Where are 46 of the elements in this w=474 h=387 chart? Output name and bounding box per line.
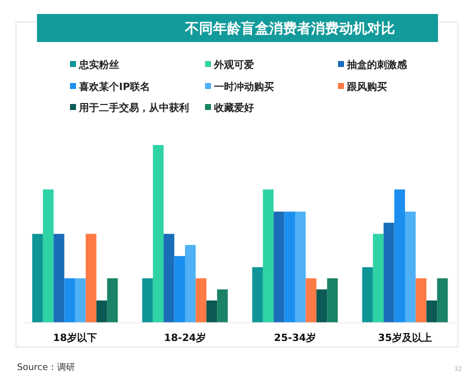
bar xyxy=(416,278,426,323)
x-tick-label: 35岁及以上 xyxy=(378,332,432,344)
bar xyxy=(196,278,206,323)
bar xyxy=(152,145,164,323)
legend-label: 忠实粉丝 xyxy=(78,59,119,71)
bar xyxy=(437,278,448,323)
bar xyxy=(54,234,64,323)
bar xyxy=(217,289,228,323)
bar xyxy=(174,256,185,323)
bar xyxy=(206,300,218,323)
legend-label: 外观可爱 xyxy=(213,59,254,71)
bar xyxy=(384,222,394,323)
bar xyxy=(284,212,295,323)
bar xyxy=(142,278,153,323)
bar xyxy=(295,212,306,323)
x-tick-label: 18岁以下 xyxy=(53,332,97,344)
chart-title: 不同年龄盲盒消费者消费动机对比 xyxy=(184,20,395,37)
legend-label: 用于二手交易，从中获利 xyxy=(78,102,189,114)
bar xyxy=(252,267,263,323)
bar xyxy=(362,267,373,323)
x-tick-label: 25-34岁 xyxy=(274,332,316,344)
legend-label: 一时冲动购买 xyxy=(214,81,274,93)
bar xyxy=(274,212,284,323)
bar xyxy=(32,234,43,323)
bar xyxy=(75,278,86,323)
bar xyxy=(405,212,416,323)
bar xyxy=(327,278,338,323)
bar xyxy=(426,300,438,323)
bar xyxy=(306,278,316,323)
bar xyxy=(96,300,108,323)
bar xyxy=(42,189,54,323)
bar xyxy=(107,278,118,323)
bar xyxy=(64,278,75,323)
legend-label: 喜欢某个IP联名 xyxy=(78,81,150,93)
bar xyxy=(86,234,96,323)
legend-label: 收藏爱好 xyxy=(214,102,254,114)
bar xyxy=(185,244,196,323)
legend-label: 抽盒的刺激感 xyxy=(346,59,408,71)
legend-label: 跟风购买 xyxy=(346,81,387,93)
bar xyxy=(262,189,274,323)
source-note: Source：调研 xyxy=(17,362,75,373)
bar xyxy=(316,289,328,323)
bar xyxy=(394,189,405,323)
bar xyxy=(372,234,384,323)
x-tick-label: 18-24岁 xyxy=(164,332,206,344)
bar xyxy=(164,234,174,323)
